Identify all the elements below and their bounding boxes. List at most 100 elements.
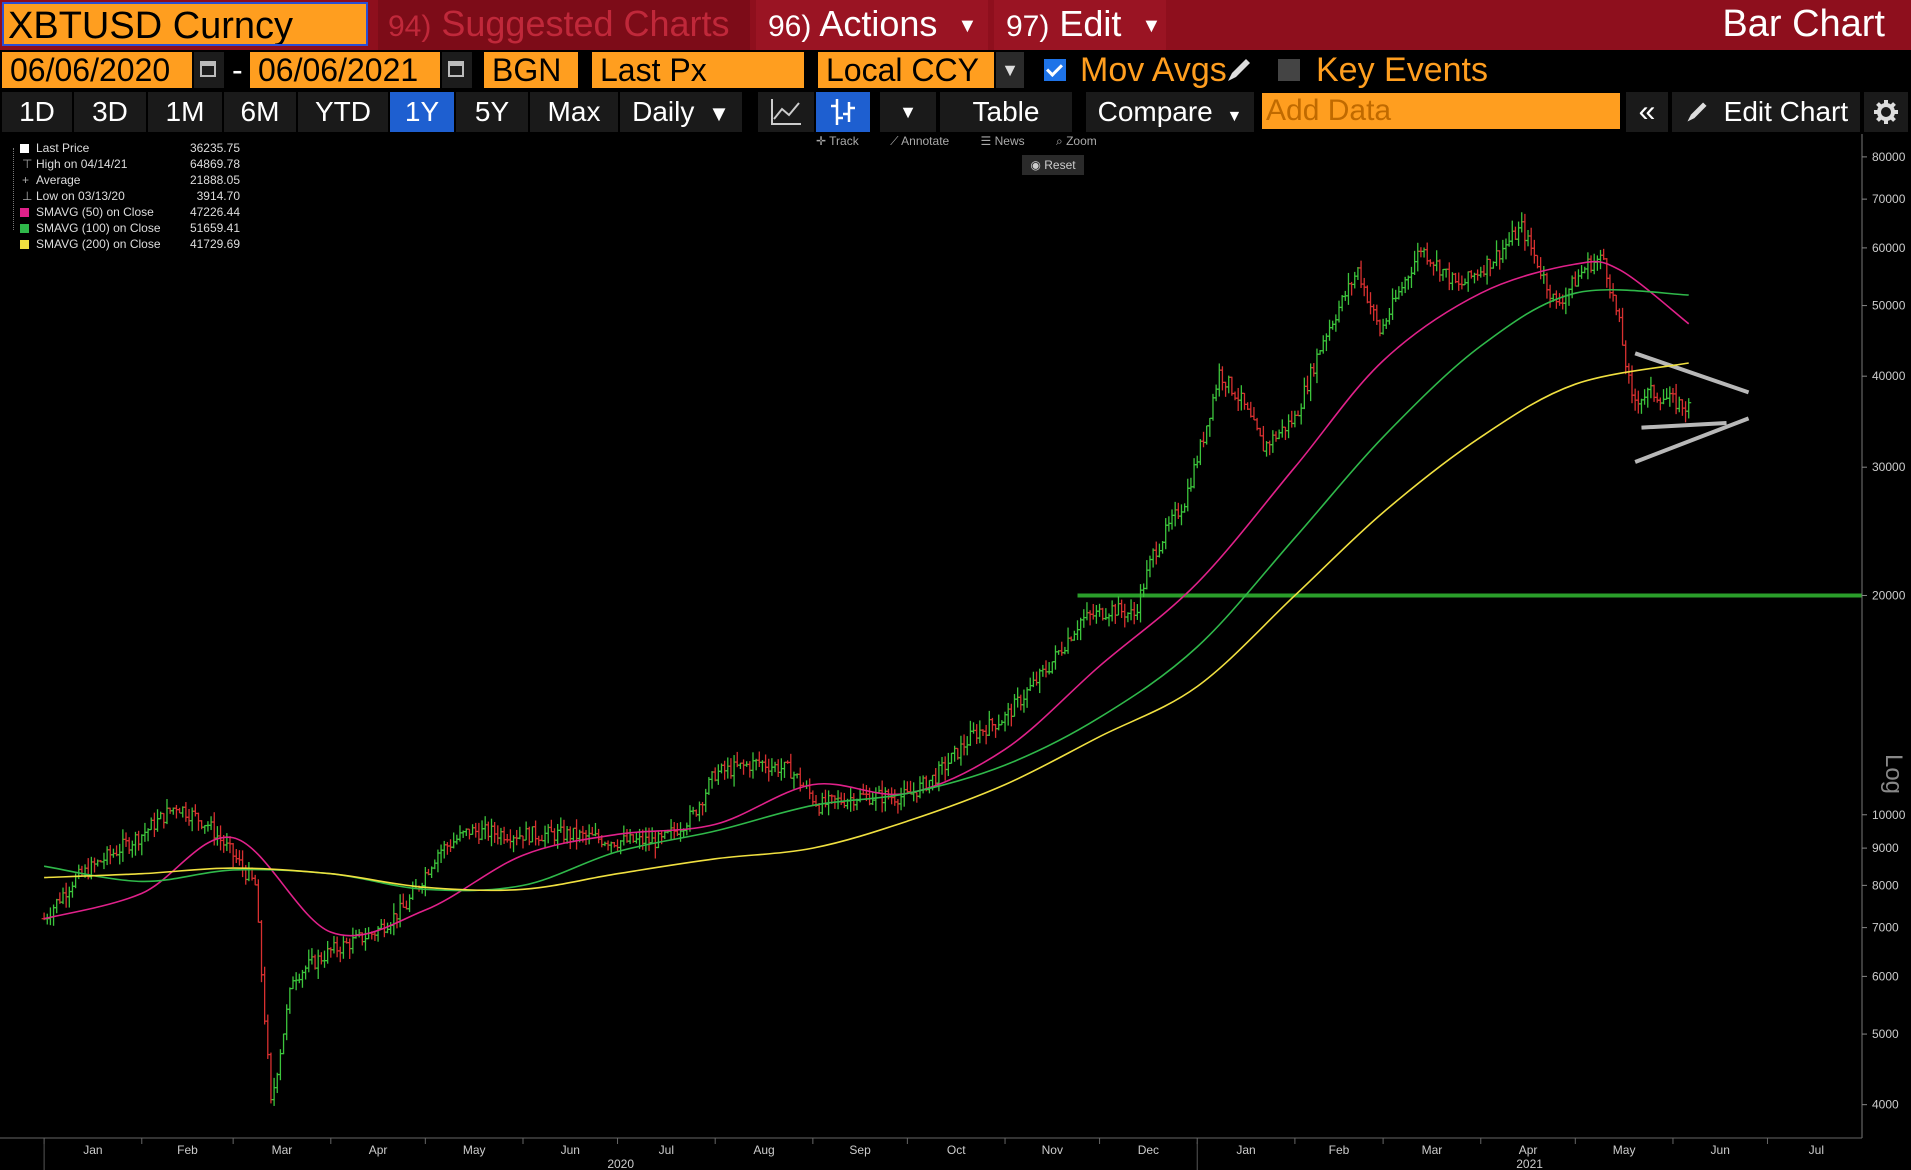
annotate-label: Annotate	[901, 134, 950, 148]
x-year-label: 2021	[1516, 1157, 1543, 1170]
legend-label: Last Price	[36, 141, 90, 155]
ticker-field[interactable]: XBTUSD Curncy	[2, 2, 368, 46]
settings-button[interactable]	[1864, 92, 1908, 132]
y-tick-label: 8000	[1872, 878, 1899, 892]
legend-value: 36235.75	[189, 141, 240, 155]
x-month-label: Feb	[177, 1143, 198, 1157]
edit-chart-button[interactable]: Edit Chart	[1672, 92, 1860, 132]
mov-avgs-label[interactable]: Mov Avgs	[1080, 51, 1227, 89]
currency-field[interactable]: Local CCY	[818, 52, 994, 88]
legend-label: SMAVG (50) on Close	[36, 205, 154, 219]
legend-item: Last Price 36235.75	[6, 140, 240, 156]
compare-dropdown[interactable]: Compare ▼	[1086, 92, 1254, 132]
price-chart[interactable]: 4000 5000 6000 7000 8000 9000 10000 20000 30000 4…	[0, 134, 1911, 1170]
actions-number: 96)	[768, 10, 812, 43]
x-month-label: Sep	[849, 1143, 871, 1157]
bar-chart-button[interactable]	[816, 92, 870, 132]
period-1y-button[interactable]: 1Y	[390, 92, 454, 132]
x-month-label: May	[1613, 1143, 1636, 1157]
mov-avgs-checkbox[interactable]	[1044, 59, 1066, 81]
y-tick-label: 30000	[1872, 460, 1906, 474]
table-button[interactable]: Table	[940, 92, 1072, 132]
x-month-label: Feb	[1329, 1143, 1350, 1157]
gear-icon	[1874, 100, 1898, 124]
period-6m-button[interactable]: 6M	[224, 92, 296, 132]
chart-legend: Last Price 36235.75 ⊤ High on 04/14/21 64869…	[6, 140, 240, 252]
period-max-button[interactable]: Max	[530, 92, 618, 132]
period-1d-button[interactable]: 1D	[2, 92, 72, 132]
x-month-label: Jun	[1711, 1143, 1730, 1157]
legend-label: SMAVG (200) on Close	[36, 237, 161, 251]
period-3d-button[interactable]: 3D	[74, 92, 146, 132]
period-ytd-button[interactable]: YTD	[298, 92, 388, 132]
key-events-label[interactable]: Key Events	[1316, 51, 1488, 89]
actions-menu-button[interactable]: 96) Actions ▼	[756, 0, 988, 50]
trendline	[1641, 420, 1727, 430]
toolbar: 1D 3D 1M 6M YTD 1Y 5Y Max Daily ▼ ▼ Tabl…	[0, 92, 1911, 134]
x-year-label: 2020	[607, 1157, 634, 1170]
chevron-down-icon: ▼	[1141, 15, 1162, 38]
legend-label: Average	[36, 173, 81, 187]
date-range-separator: -	[232, 52, 243, 88]
x-month-label: Jan	[1236, 1143, 1255, 1157]
chevron-down-icon: ▼	[957, 15, 978, 38]
actions-label: Actions	[819, 3, 938, 44]
period-1m-button[interactable]: 1M	[148, 92, 222, 132]
legend-rail	[13, 148, 14, 230]
chart-style-dropdown[interactable]: ▼	[880, 92, 936, 132]
pencil-icon[interactable]	[1224, 55, 1254, 85]
period-5y-button[interactable]: 5Y	[456, 92, 528, 132]
y-tick-label: 4000	[1872, 1098, 1899, 1112]
legend-label: SMAVG (100) on Close	[36, 221, 161, 235]
legend-marker-icon: ⊥	[22, 189, 33, 203]
pricing-source-field[interactable]: BGN	[484, 52, 578, 88]
start-date-field[interactable]: 06/06/2020	[2, 52, 192, 88]
title-bar: XBTUSD Curncy 94) Suggested Charts 96) A…	[0, 0, 1911, 50]
suggested-charts-button[interactable]: 94) Suggested Charts	[378, 0, 750, 50]
field-selector[interactable]: Last Px	[592, 52, 804, 88]
line-chart-button[interactable]	[758, 92, 814, 132]
track-label: Track	[829, 134, 859, 148]
axes-layer: 4000 5000 6000 7000 8000 9000 10000 20000 30000 4…	[0, 134, 1907, 1170]
y-tick-label: 10000	[1872, 808, 1906, 822]
legend-swatch	[20, 224, 29, 233]
legend-value: 64869.78	[189, 157, 240, 171]
collapse-chevrons-icon[interactable]: «	[1626, 92, 1668, 132]
news-tool[interactable]: ☰ News	[980, 134, 1025, 148]
add-data-input[interactable]: Add Data	[1262, 93, 1620, 129]
frequency-dropdown[interactable]: Daily ▼	[620, 92, 742, 132]
price-bars-layer	[41, 212, 1692, 1106]
end-date-field[interactable]: 06/06/2021	[250, 52, 440, 88]
x-month-label: Jul	[1809, 1143, 1824, 1157]
legend-value: 51659.41	[189, 221, 240, 235]
reset-button[interactable]: ◉ Reset	[1022, 155, 1084, 175]
currency-dropdown-button[interactable]: ▼	[996, 52, 1024, 88]
x-month-label: Jul	[659, 1143, 674, 1157]
news-label: News	[994, 134, 1025, 148]
y-tick-label: 70000	[1872, 192, 1906, 206]
legend-item: SMAVG (200) on Close 41729.69	[6, 236, 240, 252]
legend-item: SMAVG (50) on Close 47226.44	[6, 204, 240, 220]
chart-type-title: Bar Chart	[1722, 3, 1885, 45]
legend-swatch	[20, 240, 29, 249]
start-calendar-button[interactable]	[194, 52, 224, 88]
y-tick-label: 9000	[1872, 841, 1899, 855]
trendline	[1634, 416, 1750, 464]
moving-average-line	[44, 362, 1689, 892]
pencil-icon	[1687, 102, 1707, 122]
x-month-label: Apr	[1519, 1143, 1538, 1157]
legend-item: + Average 21888.05	[6, 172, 240, 188]
legend-marker-icon: +	[22, 173, 30, 187]
track-tool[interactable]: ✛ Track	[816, 134, 859, 148]
suggested-charts-label: Suggested Charts	[441, 3, 730, 44]
x-month-label: Mar	[1422, 1143, 1443, 1157]
key-events-checkbox[interactable]	[1278, 59, 1300, 81]
zoom-tool[interactable]: ⌕ Zoom	[1056, 134, 1097, 148]
annotate-tool[interactable]: ⟋ Annotate	[890, 134, 950, 148]
y-tick-label: 20000	[1872, 588, 1906, 602]
end-calendar-button[interactable]	[442, 52, 472, 88]
edit-menu-button[interactable]: 97) Edit ▼	[994, 0, 1166, 50]
edit-chart-label: Edit Chart	[1723, 96, 1849, 127]
legend-marker-icon: ⊤	[22, 157, 33, 171]
ohlc-bar-icon	[831, 99, 855, 125]
